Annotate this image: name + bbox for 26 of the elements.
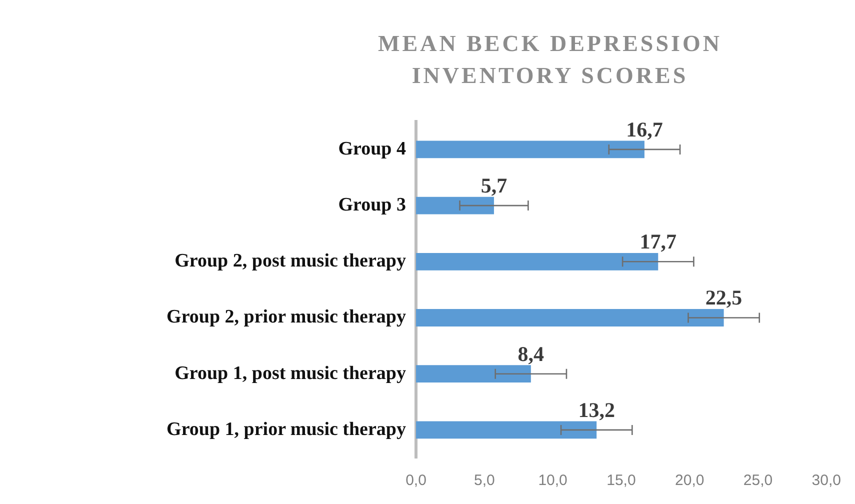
x-tick-label: 20,0 [675,472,704,490]
x-tick-label: 30,0 [812,472,842,490]
x-tick-label: 25,0 [743,472,773,490]
x-tick-label: 15,0 [606,472,636,490]
bar [416,140,644,158]
chart-title: MEAN BECK DEPRESSION INVENTORY SCORES [377,30,723,90]
x-tick-label: 5,0 [474,472,495,490]
y-tick-label: Group 3 [338,194,406,216]
bar [416,196,494,214]
x-tick-label: 0,0 [406,472,426,490]
bar [416,309,724,326]
y-tick-label: Group 2, post music therapy [174,250,406,272]
data-label: 16,7 [626,117,663,142]
y-tick-label: Group 1, post music therapy [174,362,406,384]
y-tick-label: Group 2, prior music therapy [166,306,406,328]
bar [416,252,658,270]
data-label: 5,7 [480,173,508,198]
data-label: 22,5 [705,286,742,310]
bar [416,365,531,383]
data-label: 17,7 [640,230,677,254]
y-tick-label: Group 1, prior music therapy [166,418,406,440]
bar [416,421,597,439]
y-tick-label: Group 4 [338,138,406,160]
x-tick-label: 10,0 [538,472,568,490]
data-label: 8,4 [518,342,545,366]
data-label: 13,2 [578,398,615,422]
